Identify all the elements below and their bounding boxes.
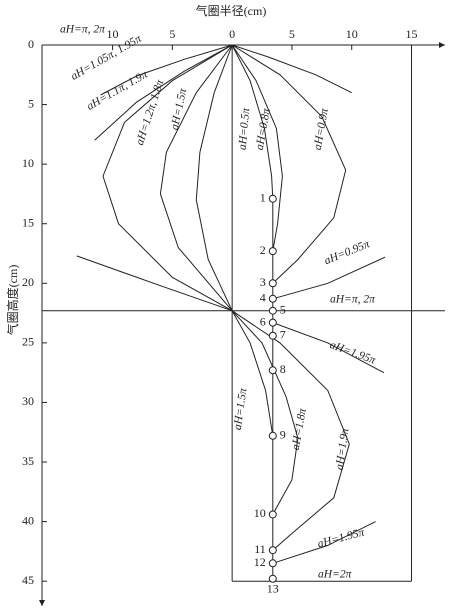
curve xyxy=(272,521,376,564)
point-label: 9 xyxy=(280,428,286,442)
curve-label: aH=1.5π xyxy=(169,86,190,131)
curve-label: aH=0.9π xyxy=(312,106,331,151)
curve xyxy=(100,44,233,96)
x-tick-label: 0 xyxy=(229,27,235,41)
x-tick-label: 15 xyxy=(406,27,418,41)
curve-label: aH=2π xyxy=(318,569,353,581)
curve xyxy=(102,44,233,312)
y-tick-label: 30 xyxy=(22,394,34,408)
point xyxy=(268,279,277,288)
curve-label: aH=1.95π xyxy=(316,526,366,550)
curve-label: aH=1.2π, 1.8π xyxy=(134,77,167,146)
curve xyxy=(231,310,350,551)
y-tick-label: 40 xyxy=(22,513,34,527)
curve-label: aH=0.8π xyxy=(254,106,273,151)
point xyxy=(268,431,277,440)
curve xyxy=(231,44,274,199)
curve xyxy=(94,44,233,141)
curve-label: aH=1.95π xyxy=(328,339,378,367)
point-label: 5 xyxy=(280,302,286,316)
point xyxy=(268,574,277,583)
point-label: 1 xyxy=(260,190,266,204)
x-tick-label: 10 xyxy=(346,27,358,41)
y-tick-label: 15 xyxy=(22,215,34,229)
point xyxy=(268,318,277,327)
point xyxy=(268,559,277,568)
point xyxy=(268,306,277,315)
point-label: 6 xyxy=(260,314,266,328)
point xyxy=(268,247,277,256)
point-label: 4 xyxy=(260,291,266,305)
curve xyxy=(272,322,385,374)
y-tick-label: 35 xyxy=(22,454,34,468)
curve-label: aH=1.5π xyxy=(232,386,250,430)
point-label: 11 xyxy=(254,542,266,556)
curve xyxy=(231,44,352,94)
curve xyxy=(159,44,233,312)
point-label: 13 xyxy=(267,582,279,596)
point xyxy=(268,366,277,375)
point-label: 3 xyxy=(260,275,266,289)
x-tick-label: 5 xyxy=(289,27,295,41)
y-tick-label: 0 xyxy=(28,37,34,51)
y-axis-title: 气圈高度(cm) xyxy=(5,265,20,336)
y-tick-label: 10 xyxy=(22,156,34,170)
curve xyxy=(195,44,233,311)
curve xyxy=(76,255,233,312)
curve-label: aH=0.5π xyxy=(237,106,253,150)
point-label: 2 xyxy=(260,243,266,257)
point xyxy=(268,194,277,203)
x-tick-label: 5 xyxy=(169,27,175,41)
y-tick-label: 45 xyxy=(22,573,34,587)
curve xyxy=(231,44,347,284)
curve xyxy=(272,256,386,300)
x-tick-label: 10 xyxy=(107,27,119,41)
point-label: 10 xyxy=(254,506,266,520)
point xyxy=(268,510,277,519)
curve xyxy=(231,310,274,436)
curve-label: aH=π, 2π xyxy=(330,294,376,306)
point xyxy=(268,546,277,555)
y-tick-label: 5 xyxy=(28,96,34,110)
curve xyxy=(231,44,283,252)
point-label: 12 xyxy=(254,555,266,569)
point-label: 8 xyxy=(280,362,286,376)
x-axis-title: 气圈半径(cm) xyxy=(196,3,267,18)
curve-label: aH=0.95π xyxy=(323,238,373,267)
y-tick-label: 20 xyxy=(22,275,34,289)
curve-label: aH=1.1π, 1.9π xyxy=(85,68,151,113)
curve-label: aH=π, 2π xyxy=(60,24,106,36)
curve xyxy=(231,310,299,515)
point xyxy=(268,331,277,340)
y-tick-label: 25 xyxy=(22,335,34,349)
point xyxy=(268,294,277,303)
curve-label: aH=1.8π xyxy=(290,406,309,451)
point-label: 7 xyxy=(280,327,286,341)
curve-label: aH=1.9π xyxy=(334,426,352,470)
